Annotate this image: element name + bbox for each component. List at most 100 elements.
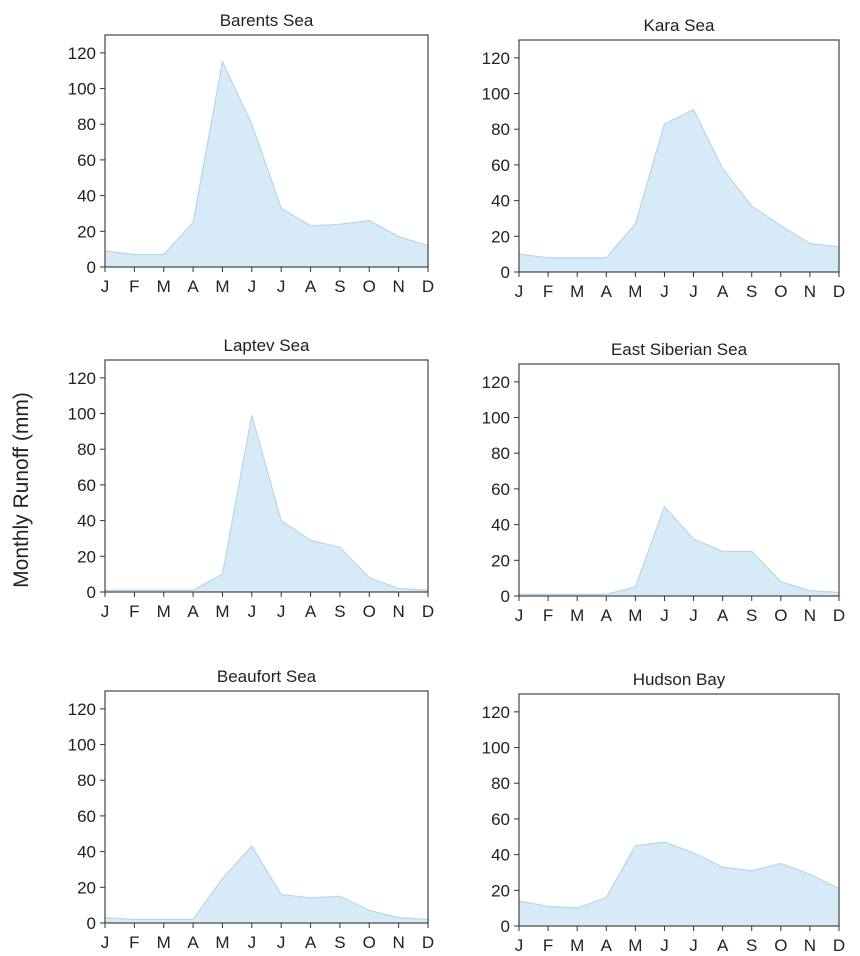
y-tick-label: 120 [482,49,510,68]
y-tick-label: 60 [491,810,510,829]
y-tick-label: 60 [77,476,96,495]
y-tick-label: 120 [68,700,96,719]
x-tick-label: N [392,277,404,296]
x-tick-label: O [363,602,376,621]
x-tick-label: J [689,282,698,301]
x-tick-label: A [601,606,613,625]
y-tick-label: 100 [482,739,510,758]
x-tick-label: M [628,282,642,301]
y-tick-label: 0 [501,917,510,936]
area-series [105,61,428,267]
x-tick-label: J [660,936,669,955]
y-tick-label: 20 [77,878,96,897]
x-tick-label: M [570,936,584,955]
x-tick-label: M [215,277,229,296]
x-tick-label: J [277,602,286,621]
y-tick-label: 40 [77,512,96,531]
series-line [104,59,429,256]
series-line [519,505,840,595]
y-tick-label: 80 [77,440,96,459]
chart-title: East Siberian Sea [611,340,748,359]
y-tick-label: 60 [77,807,96,826]
y-tick-label: 40 [77,843,96,862]
y-tick-label: 120 [68,369,96,388]
x-tick-label: N [804,282,816,301]
x-tick-label: J [248,933,257,952]
area-series [519,506,839,596]
x-tick-label: F [129,277,139,296]
chart-title: Laptev Sea [223,336,310,355]
x-tick-label: J [515,282,524,301]
y-tick-label: 0 [501,587,510,606]
x-tick-label: F [543,606,553,625]
y-tick-label: 80 [491,444,510,463]
y-tick-label: 40 [491,192,510,211]
y-tick-label: 100 [482,85,510,104]
x-tick-label: F [129,602,139,621]
y-tick-label: 60 [491,156,510,175]
x-tick-label: J [248,602,257,621]
x-tick-label: M [570,606,584,625]
x-tick-label: J [689,606,698,625]
x-tick-label: O [774,936,787,955]
y-tick-label: 100 [482,409,510,428]
chart-title: Beaufort Sea [217,667,317,686]
area-series [105,415,428,592]
x-tick-label: D [833,282,845,301]
plot-frame [518,693,840,927]
x-tick-label: O [363,933,376,952]
x-tick-label: S [334,933,345,952]
x-tick-label: A [717,936,729,955]
y-tick-label: 80 [491,774,510,793]
y-tick-label: 80 [77,771,96,790]
x-tick-label: O [774,606,787,625]
x-tick-label: M [215,933,229,952]
x-tick-label: N [804,606,816,625]
x-tick-label: S [334,602,345,621]
x-tick-label: A [305,933,317,952]
y-tick-label: 20 [77,547,96,566]
plot-frame [104,359,429,593]
x-tick-label: J [660,282,669,301]
x-tick-label: F [543,936,553,955]
x-tick-label: S [746,282,757,301]
y-tick-label: 0 [501,263,510,282]
y-tick-label: 40 [77,187,96,206]
y-tick-label: 80 [491,120,510,139]
x-tick-label: A [187,277,199,296]
x-tick-label: D [833,936,845,955]
area-series [105,846,428,923]
x-tick-label: A [305,602,317,621]
x-tick-label: A [305,277,317,296]
area-series [519,109,839,272]
x-tick-label: J [248,277,257,296]
series-line [518,841,840,909]
x-tick-label: J [277,933,286,952]
x-tick-label: A [717,606,729,625]
x-tick-label: N [804,936,816,955]
x-tick-label: M [215,602,229,621]
y-tick-label: 120 [482,373,510,392]
x-tick-label: A [187,933,199,952]
x-tick-label: D [422,277,434,296]
x-tick-label: M [628,936,642,955]
x-tick-label: M [157,602,171,621]
y-tick-label: 120 [482,703,510,722]
x-tick-label: O [363,277,376,296]
y-tick-label: 80 [77,115,96,134]
y-tick-label: 100 [68,736,96,755]
chart-title: Barents Sea [220,11,314,30]
x-tick-label: M [157,277,171,296]
x-tick-label: F [129,933,139,952]
x-tick-label: M [570,282,584,301]
x-tick-label: D [422,602,434,621]
x-tick-label: J [101,277,110,296]
x-tick-label: D [833,606,845,625]
series-line [518,108,840,259]
area-series [519,842,839,926]
